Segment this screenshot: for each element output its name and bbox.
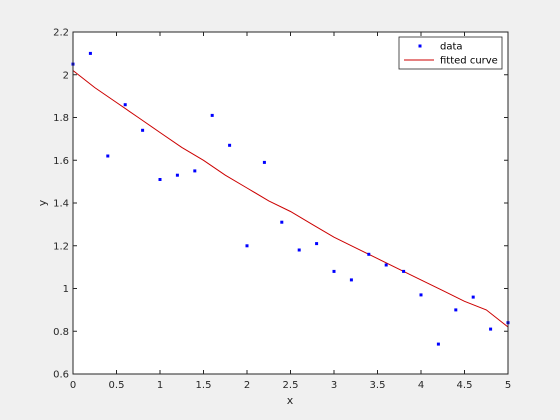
y-tick-label: 1.2 xyxy=(53,241,69,252)
data-point xyxy=(158,178,162,181)
y-tick-label: 1.4 xyxy=(53,199,69,210)
data-point xyxy=(280,220,284,224)
data-point xyxy=(141,128,145,132)
data-point xyxy=(297,248,301,252)
x-tick-label: 0 xyxy=(70,380,76,391)
data-point xyxy=(471,295,475,299)
y-tick-label: 2.2 xyxy=(53,28,69,39)
ticks-layer: 0 0.5 1 1.5 2 2.5 3 3.5 4 4.5 5 0.6 0.8 1 1.2 1.4 1.6 1.8… xyxy=(53,28,511,392)
legend-data-label: data xyxy=(440,42,463,53)
x-tick-label: 3.5 xyxy=(370,380,386,391)
data-point xyxy=(332,269,336,273)
plot-area xyxy=(73,32,508,374)
data-point xyxy=(88,51,92,55)
x-tick-label: 4.5 xyxy=(457,380,473,391)
x-tick-label: 5 xyxy=(505,380,511,391)
fitted-curve-line xyxy=(72,70,509,328)
data-point xyxy=(489,327,493,331)
y-tick-label: 2 xyxy=(63,70,69,81)
data-point xyxy=(210,113,214,117)
data-point xyxy=(245,244,249,248)
x-tick-label: 4 xyxy=(418,380,424,391)
data-point xyxy=(106,154,110,158)
data-point xyxy=(419,293,423,297)
data-point xyxy=(123,103,127,107)
x-tick-label: 1 xyxy=(157,380,163,391)
legend-box xyxy=(398,36,503,70)
y-axis-label: y xyxy=(36,199,49,206)
data-point xyxy=(175,173,179,177)
y-tick-label: 0.6 xyxy=(53,370,69,381)
data-point xyxy=(193,169,197,173)
x-tick-label: 0.5 xyxy=(109,380,125,391)
data-point xyxy=(402,269,406,273)
data-point xyxy=(349,278,353,282)
x-tick-label: 1.5 xyxy=(196,380,212,391)
data-point xyxy=(367,252,371,256)
x-tick-label: 2.5 xyxy=(283,380,299,391)
legend-data-marker xyxy=(418,44,422,48)
data-point xyxy=(262,160,266,164)
x-axis-label: x xyxy=(287,394,294,407)
legend-curve-label: fitted curve xyxy=(440,56,498,67)
legend: data fitted curve xyxy=(398,36,503,70)
x-tick-label: 3 xyxy=(331,380,337,391)
y-tick-label: 1.8 xyxy=(53,113,69,124)
data-point xyxy=(436,342,440,346)
y-tick-label: 1 xyxy=(63,284,69,295)
fitted-curve-layer xyxy=(72,70,509,328)
data-point xyxy=(454,308,458,312)
y-tick-label: 1.6 xyxy=(53,156,69,167)
x-tick-label: 2 xyxy=(244,380,250,391)
y-tick-label: 0.8 xyxy=(53,327,69,338)
data-point xyxy=(315,242,319,246)
data-point xyxy=(228,143,232,147)
data-point xyxy=(384,263,388,267)
